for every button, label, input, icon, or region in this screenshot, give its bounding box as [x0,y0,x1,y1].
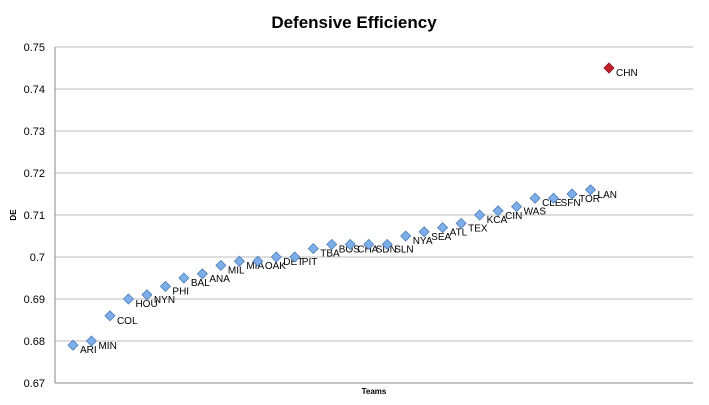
data-point-chn [603,62,615,74]
data-point-tor [566,188,578,200]
point-label-bal: BAL [191,278,210,289]
point-label-sfn: SFN [561,198,581,209]
point-label-ari: ARI [80,345,97,356]
point-label-ana: ANA [209,274,230,285]
point-label-cle: CLE [542,198,562,209]
data-point-nya [400,230,412,242]
data-point-atl [437,222,449,234]
point-label-oak: OAK [265,261,286,272]
data-point-det [270,251,282,263]
data-point-cle [529,192,541,204]
point-label-chn: CHN [616,68,638,79]
data-point-mia [233,255,245,267]
x-axis-title: Teams [362,387,387,396]
point-label-was: WAS [524,207,547,218]
point-label-col: COL [117,316,138,327]
data-point-ari [67,339,79,351]
point-label-pit: PIT [302,257,318,268]
point-label-mil: MIL [228,265,245,276]
data-point-ana [196,268,208,280]
data-point-hou [122,293,135,305]
data-point-tex [455,217,467,229]
y-tick-label: 0.67 [24,378,45,390]
y-tick-label: 0.72 [24,168,45,180]
data-point-sfn [547,192,560,204]
data-point-cha [344,238,356,250]
data-point-col [104,310,116,322]
y-tick-label: 0.71 [24,210,45,222]
point-label-sea: SEA [431,232,451,243]
point-label-phi: PHI [172,286,189,297]
y-axis-title: DE [9,209,18,221]
y-tick-label: 0.7 [30,252,45,264]
data-point-sdn [363,238,375,250]
point-label-mia: MIA [246,261,264,272]
data-point-oak [252,255,264,267]
data-point-kca [474,209,486,221]
point-label-hou: HOU [135,299,157,310]
point-label-det: DET [283,257,303,268]
data-point-cin [492,205,504,217]
data-point-sea [418,226,430,238]
data-point-min [85,335,98,347]
point-label-bos: BOS [339,244,360,255]
data-point-was [511,201,523,213]
y-tick-label: 0.75 [24,42,45,54]
data-point-mil [215,259,227,271]
y-tick-label: 0.74 [24,84,45,96]
point-label-sln: SLN [394,244,413,255]
point-label-cin: CIN [505,211,522,222]
data-point-tba [307,243,319,255]
point-label-atl: ATL [450,228,468,239]
data-point-bal [178,272,190,284]
point-label-tba: TBA [320,249,340,260]
chart-title: Defensive Efficiency [271,13,437,32]
point-label-nya: NYA [413,236,433,247]
point-label-min: MIN [98,341,116,352]
point-label-nyn: NYN [154,295,175,306]
y-tick-label: 0.69 [24,294,45,306]
point-label-kca: KCA [487,215,508,226]
data-point-lan [584,184,597,196]
point-label-cha: CHA [357,244,378,255]
point-label-lan: LAN [598,190,617,201]
y-tick-label: 0.68 [24,336,45,348]
data-point-bos [326,238,338,250]
point-label-tor: TOR [579,194,600,205]
gridlines [55,46,693,342]
data-point-sln [381,238,393,250]
point-label-sdn: SDN [376,244,397,255]
data-point-phi [159,280,171,292]
y-tick-label: 0.73 [24,126,45,138]
data-point-pit [289,251,301,263]
y-axis-ticks: 0.67 0.68 0.69 0.7 0.71 0.72 0.73 0.74 0.75 [24,42,45,390]
point-label-tex: TEX [468,223,488,234]
data-point-nyn [141,289,153,301]
